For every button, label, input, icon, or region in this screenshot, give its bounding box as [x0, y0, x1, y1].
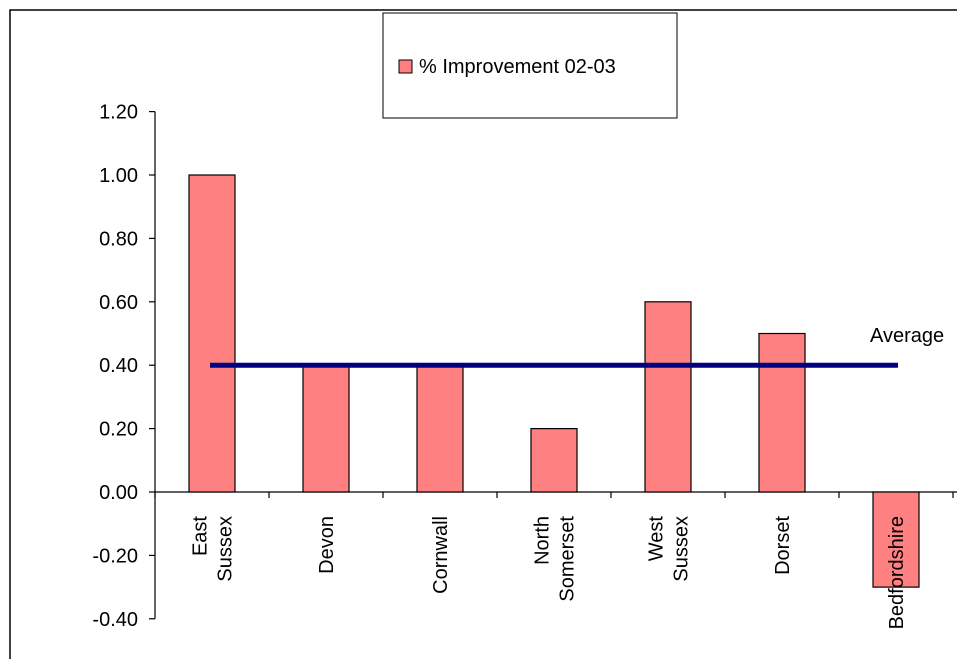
category-label: Dorset [772, 516, 794, 575]
y-tick-label: 0.00 [99, 482, 138, 504]
bar [644, 301, 692, 493]
bar [302, 364, 350, 493]
average-line-group: Average [210, 325, 944, 368]
category-labels: East Sussex Devon Cornwall North Somerset West… [190, 516, 909, 630]
bar [530, 428, 578, 493]
bar [758, 332, 806, 493]
category-label: Devon [316, 516, 338, 574]
y-tick-label: 0.60 [99, 292, 138, 314]
legend-box [382, 12, 678, 119]
y-tick-label: 1.20 [99, 102, 138, 124]
category-label: Sussex [215, 516, 237, 582]
legend: % Improvement 02-03 [382, 12, 678, 119]
legend-swatch [398, 59, 413, 74]
y-tick-label: -0.40 [92, 609, 138, 631]
category-label: West [646, 516, 668, 562]
bars [188, 174, 920, 588]
y-tick-label: 0.40 [99, 355, 138, 377]
average-label: Average [870, 325, 944, 347]
y-tick-label: 1.00 [99, 165, 138, 187]
y-tick-label: 0.80 [99, 228, 138, 250]
category-label: East [190, 516, 212, 556]
category-label: Cornwall [430, 516, 452, 594]
category-label: Somerset [557, 516, 579, 602]
bar [416, 364, 464, 493]
category-label: Sussex [671, 516, 693, 582]
bar [872, 491, 920, 588]
y-tick-label: 0.20 [99, 419, 138, 441]
legend-label: % Improvement 02-03 [419, 56, 616, 78]
bar [188, 174, 236, 493]
y-tick-label: -0.20 [92, 545, 138, 567]
category-label: North [532, 516, 554, 565]
category-label: Bedfordshire [886, 516, 908, 629]
